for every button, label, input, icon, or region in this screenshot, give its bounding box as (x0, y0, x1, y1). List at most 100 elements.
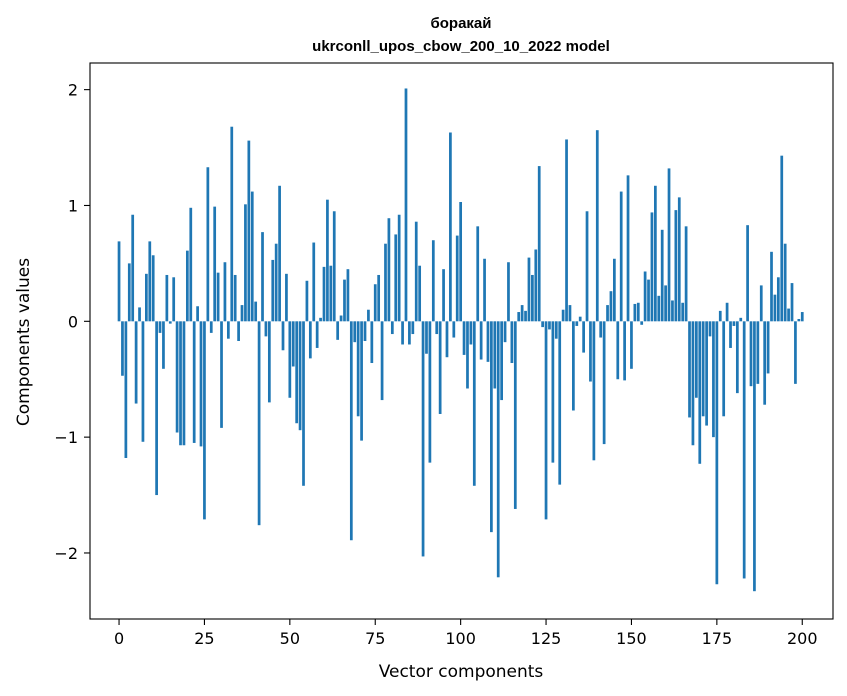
bar (226, 321, 230, 339)
bar (124, 321, 128, 458)
bar (773, 294, 777, 322)
bar (613, 258, 616, 322)
bar (568, 305, 572, 322)
bar (496, 321, 500, 578)
bar (636, 302, 640, 322)
bar (619, 191, 623, 322)
bar (302, 321, 305, 486)
bar (346, 269, 350, 322)
bar (274, 243, 278, 322)
y-axis-ticks: −2 −1 0 1 2 (54, 81, 90, 563)
bar (592, 321, 596, 461)
bar (332, 211, 336, 322)
bar (507, 262, 510, 322)
bar (411, 321, 415, 335)
bar (681, 302, 685, 322)
bar (585, 211, 589, 322)
bar (647, 279, 650, 322)
bar (168, 321, 172, 324)
bar (469, 321, 473, 345)
bar (541, 321, 544, 328)
bar (609, 291, 613, 322)
bar (729, 321, 732, 348)
bar (220, 321, 223, 428)
x-tick-label: 75 (365, 629, 385, 648)
bar (688, 321, 691, 418)
bar (787, 308, 790, 322)
bar (319, 317, 322, 322)
bar (797, 318, 801, 322)
bar (449, 132, 452, 322)
bar (698, 321, 702, 464)
bar (421, 321, 425, 557)
bar (770, 251, 773, 322)
bar (630, 321, 633, 369)
y-tick-label: 2 (68, 81, 78, 100)
bar (401, 321, 404, 345)
bar (247, 140, 251, 322)
bar (582, 321, 585, 353)
bar (595, 130, 599, 322)
bar (192, 321, 196, 443)
bar (237, 321, 240, 341)
y-tick-label: −2 (54, 544, 78, 563)
bar (548, 321, 551, 330)
bar (623, 321, 626, 381)
bar (531, 274, 534, 322)
bar (701, 321, 705, 417)
bar (435, 321, 439, 335)
bar (377, 274, 381, 322)
bar (172, 277, 176, 322)
bar (223, 262, 227, 322)
bar (267, 321, 271, 403)
bar (148, 241, 152, 322)
bar (343, 279, 346, 322)
bar (414, 221, 418, 322)
bar (162, 321, 165, 369)
bar (783, 243, 787, 322)
bar (179, 321, 182, 446)
bar (353, 321, 357, 343)
bar (684, 226, 688, 322)
x-tick-label: 200 (787, 629, 818, 648)
bar (565, 139, 568, 322)
bar (254, 301, 258, 322)
bar (640, 321, 644, 325)
bar (329, 265, 333, 322)
bar (380, 321, 384, 401)
x-tick-label: 100 (445, 629, 476, 648)
bar (428, 321, 432, 463)
bar (336, 321, 340, 340)
bar (431, 240, 435, 322)
bar (131, 214, 135, 322)
bar (490, 321, 493, 533)
bar (349, 321, 353, 541)
bar (445, 321, 449, 358)
bar (578, 316, 582, 322)
bar (544, 321, 548, 520)
bar (240, 305, 244, 322)
bar (763, 321, 767, 405)
bar (117, 241, 121, 322)
x-axis-ticks: 0 25 50 75 100 125 150 175 200 (114, 619, 818, 648)
bar (510, 321, 514, 364)
bar (175, 321, 179, 433)
bar (667, 168, 671, 322)
bar-series (117, 88, 804, 592)
bar (520, 305, 524, 322)
chart-title-line1: боракай (430, 15, 491, 32)
bar (322, 266, 326, 322)
bar (138, 307, 141, 322)
bar (278, 185, 281, 322)
bar (244, 204, 247, 322)
bar (657, 295, 661, 322)
bar (749, 321, 753, 387)
bar (575, 321, 579, 326)
bar (537, 166, 541, 322)
bar (145, 273, 148, 322)
bar (677, 197, 681, 322)
bar (756, 321, 760, 384)
bar (572, 321, 575, 411)
bar (483, 258, 486, 322)
